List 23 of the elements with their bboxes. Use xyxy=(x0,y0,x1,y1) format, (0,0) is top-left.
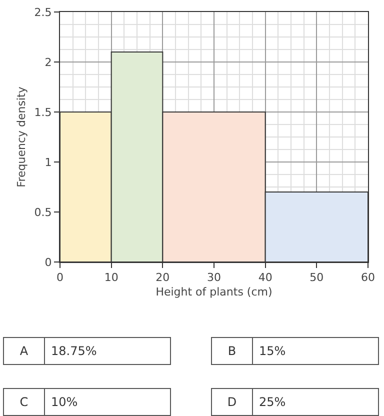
x-tick-label: 40 xyxy=(258,271,272,284)
x-tick-label: 20 xyxy=(156,271,170,284)
text: 25% xyxy=(258,394,286,411)
text: D xyxy=(212,389,253,415)
text: C xyxy=(4,389,45,415)
y-tick-label: 1 xyxy=(44,156,52,169)
text: A xyxy=(4,338,45,364)
text: 18.75% xyxy=(50,343,97,360)
y-axis-title: Frequency density xyxy=(14,86,28,188)
y-tick-label: 2.5 xyxy=(34,6,52,19)
y-tick-label: 0.5 xyxy=(34,206,52,219)
y-tick-label: 0 xyxy=(44,256,52,269)
text: 15% xyxy=(258,343,286,360)
y-tick-label: 1.5 xyxy=(34,106,52,119)
x-tick-label: 10 xyxy=(104,271,118,284)
x-tick-label: 0 xyxy=(56,271,64,284)
x-tick-label: 60 xyxy=(361,271,375,284)
text: 10% xyxy=(50,394,78,411)
x-axis-title: Height of plants (cm) xyxy=(156,285,272,298)
y-tick-label: 2 xyxy=(44,56,52,69)
text: B xyxy=(212,338,253,364)
x-tick-label: 30 xyxy=(207,271,221,284)
x-tick-label: 50 xyxy=(310,271,324,284)
